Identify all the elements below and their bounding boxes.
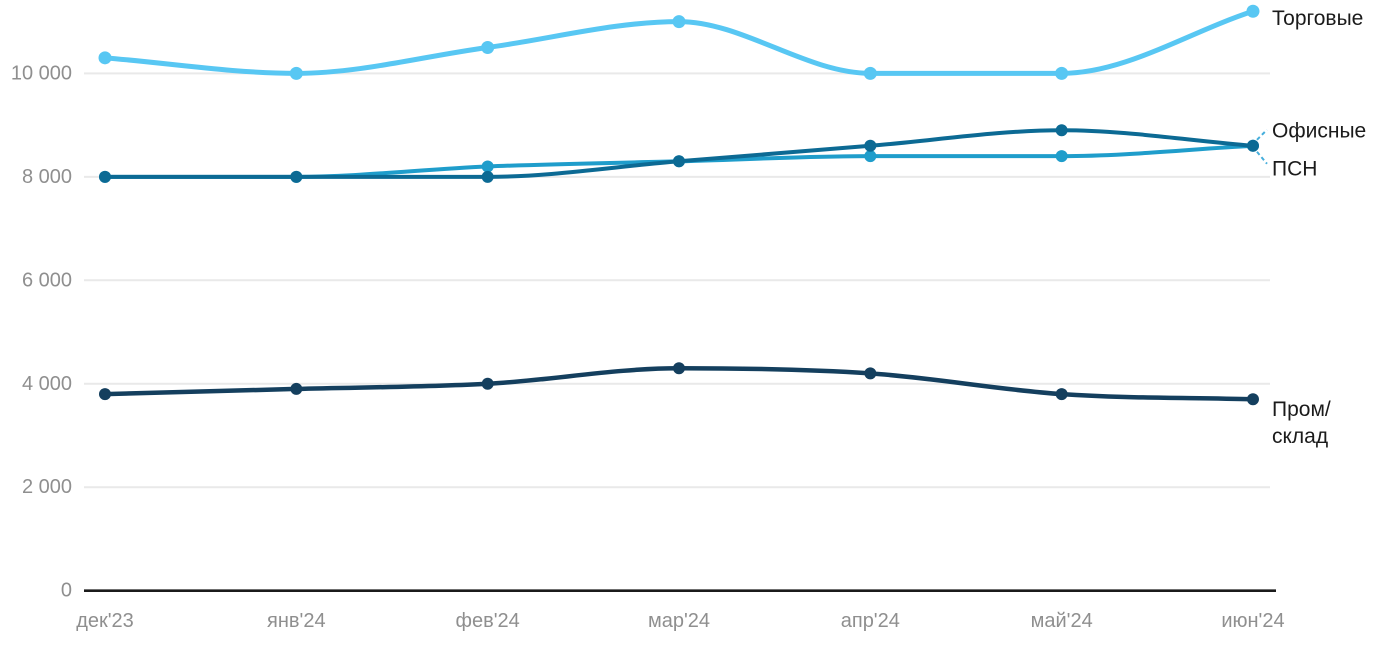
data-point-prom-sklad-июн'24	[1246, 393, 1259, 406]
series-label-psn: ПСН	[1272, 157, 1317, 180]
data-point-ofisnye-янв'24	[290, 170, 303, 183]
series-prom-sklad	[99, 362, 1259, 406]
series-line-ofisnye	[103, 128, 1255, 179]
x-tick-label: фев'24	[456, 610, 520, 632]
data-point-psn-фев'24	[481, 160, 494, 173]
series-label-ofisnye: Офисные	[1272, 119, 1366, 142]
series-group	[98, 4, 1268, 406]
data-point-ofisnye-май'24	[1055, 124, 1068, 137]
y-tick-label: 0	[61, 580, 72, 602]
data-point-torgovye-мар'24	[672, 15, 686, 29]
data-point-torgovye-янв'24	[289, 66, 303, 80]
data-point-prom-sklad-янв'24	[290, 382, 303, 395]
x-tick-label: июн'24	[1221, 610, 1284, 632]
data-point-prom-sklad-фев'24	[481, 377, 494, 390]
data-point-torgovye-апр'24	[863, 66, 877, 80]
leader-line-ofisnye	[1256, 129, 1268, 141]
data-point-torgovye-июн'24	[1246, 4, 1260, 18]
data-point-ofisnye-июн'24	[1246, 139, 1259, 152]
data-point-ofisnye-дек'23	[99, 170, 111, 183]
data-point-prom-sklad-мар'24	[672, 362, 685, 375]
x-tick-label: янв'24	[267, 610, 326, 632]
series-ofisnye	[99, 124, 1268, 183]
x-tick-label: дек'23	[76, 610, 134, 632]
data-point-prom-sklad-дек'23	[99, 388, 111, 401]
data-point-psn-апр'24	[864, 150, 877, 163]
data-point-ofisnye-фев'24	[481, 170, 494, 183]
data-point-psn-май'24	[1055, 150, 1068, 163]
y-tick-label: 6 000	[22, 269, 72, 291]
x-tick-label: мар'24	[648, 610, 710, 632]
x-tick-label: апр'24	[841, 610, 900, 632]
data-point-prom-sklad-май'24	[1055, 388, 1068, 401]
y-tick-label: 10 000	[11, 62, 72, 84]
series-label-prom-sklad-line1: Пром/	[1272, 398, 1331, 421]
x-tick-label: май'24	[1031, 610, 1093, 632]
data-point-torgovye-дек'23	[98, 51, 112, 65]
y-tick-label: 4 000	[22, 373, 72, 395]
labels-group: 0 2 000 4 000 6 000 8 000 10 000 дек'23 янв'24 ф…	[11, 7, 1366, 632]
data-point-ofisnye-мар'24	[672, 155, 685, 168]
series-label-prom-sklad-line2: склад	[1272, 425, 1328, 448]
y-tick-label: 8 000	[22, 166, 72, 188]
series-torgovye	[98, 4, 1260, 80]
data-point-torgovye-май'24	[1055, 66, 1069, 80]
y-tick-label: 2 000	[22, 476, 72, 498]
leader-line-psn	[1256, 151, 1268, 165]
gridlines-group	[84, 72, 1270, 489]
data-point-prom-sklad-апр'24	[864, 367, 877, 380]
series-label-torgovye: Торговые	[1272, 7, 1363, 30]
data-point-torgovye-фев'24	[481, 40, 495, 54]
data-point-ofisnye-апр'24	[864, 139, 877, 152]
